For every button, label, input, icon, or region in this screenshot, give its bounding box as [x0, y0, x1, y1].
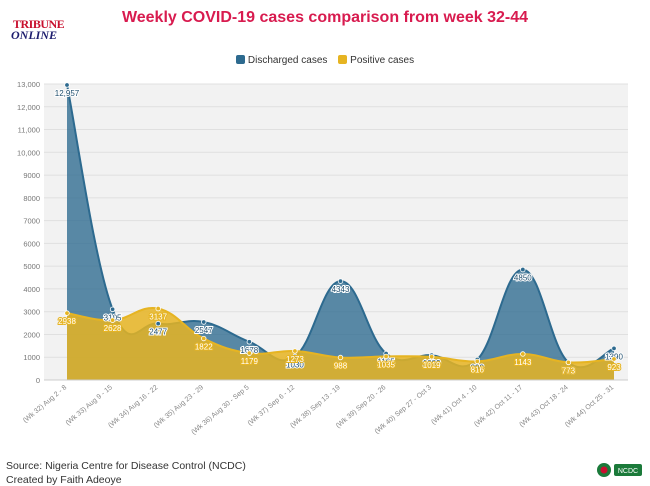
y-tick-label: 7000: [23, 217, 40, 226]
data-label: 1165: [377, 357, 395, 366]
chart-title: Weekly COVID-19 cases comparison from we…: [121, 9, 529, 26]
data-point: [292, 348, 298, 354]
legend-swatch-discharged: [235, 55, 245, 64]
x-tick-label: (Wk 44) Oct 25 - 31: [564, 384, 615, 429]
data-point: [246, 350, 253, 356]
data-label: 3137: [149, 313, 167, 322]
data-label: 1822: [195, 343, 213, 352]
data-label: 773: [562, 366, 576, 375]
data-label: 1179: [241, 357, 259, 366]
data-label: 12,957: [55, 89, 80, 98]
logo-online-text: ONLINE: [11, 28, 58, 42]
data-label: 2938: [58, 317, 76, 326]
data-point: [520, 351, 526, 357]
x-tick-label: (Wk 43) Oct 18 - 24: [518, 384, 569, 429]
y-tick-label: 10,000: [17, 148, 40, 157]
data-label: 773: [562, 366, 576, 375]
x-tick-label: (Wk 34) Aug 16 - 22: [107, 384, 159, 429]
data-point: [109, 306, 116, 313]
y-tick-label: 5000: [23, 262, 40, 271]
data-label: 1678: [240, 346, 258, 355]
data-label: 988: [334, 362, 348, 371]
legend-label-positive: Positive cases: [350, 55, 415, 66]
y-tick-label: 13,000: [17, 80, 40, 89]
legend-swatch-positive: [338, 55, 348, 64]
data-point: [520, 266, 526, 273]
legend-item-positive[interactable]: Positive cases: [338, 55, 414, 66]
data-label: 816: [471, 365, 485, 374]
legend-label-discharged: Discharged cases: [247, 55, 328, 66]
data-point: [611, 356, 617, 362]
data-label: 4850: [514, 274, 532, 283]
ncdc-badge-text: NCDC: [618, 468, 638, 475]
data-label: 1273: [286, 355, 304, 364]
data-point: [428, 354, 435, 360]
x-tick-label: (Wk 35) Aug 23 - 29: [153, 384, 205, 429]
source-note: Source: Nigeria Centre for Disease Contr…: [6, 460, 246, 472]
data-point: [474, 358, 480, 365]
x-tick-label: (Wk 39) Sep 20 - 26: [335, 384, 388, 430]
data-label: 1030: [286, 361, 304, 370]
data-point: [383, 353, 389, 360]
data-point: [565, 359, 572, 366]
data-point: [155, 305, 161, 312]
data-label: 923: [607, 363, 621, 372]
data-label: 4343: [332, 285, 350, 294]
data-label: 898: [471, 364, 485, 373]
y-tick-label: 0: [36, 376, 40, 385]
tribune-online-logo: TRIBUNE ONLINE: [5, 3, 65, 43]
x-tick-label: (Wk 38) Sep 13 - 19: [289, 384, 342, 430]
y-tick-label: 4000: [23, 285, 40, 294]
legend-item-discharged[interactable]: Discharged cases: [235, 55, 328, 66]
y-tick-label: 9000: [23, 171, 40, 180]
data-label: 1035: [377, 360, 395, 369]
y-tick-label: 6000: [23, 239, 40, 248]
chart-legend: Discharged cases Positive cases: [0, 55, 650, 66]
data-point: [64, 82, 70, 88]
y-tick-label: 12,000: [17, 103, 40, 112]
x-tick-label: (Wk 42) Oct 11 - 17: [473, 384, 524, 428]
y-tick-label: 8000: [23, 194, 40, 203]
data-point: [246, 339, 253, 345]
data-point: [155, 320, 161, 327]
x-tick-label: (Wk 33) Aug 9 - 15: [65, 384, 114, 427]
data-point: [337, 354, 344, 361]
data-label: 1143: [514, 358, 532, 367]
logo-tribune-text: TRIBUNE: [13, 17, 65, 31]
data-point: [201, 335, 207, 342]
y-tick-label: 2000: [23, 330, 40, 339]
data-label: 2628: [104, 324, 122, 333]
credit-note: Created by Faith Adeoye: [6, 474, 122, 486]
data-label: 1019: [423, 361, 441, 370]
data-label: 1089: [423, 359, 441, 368]
y-tick-label: 1000: [23, 353, 40, 362]
data-point: [611, 345, 617, 352]
x-tick-label: (Wk 41) Oct 4 - 10: [430, 384, 478, 426]
data-point: [292, 353, 298, 360]
x-tick-label: (Wk 37) Sep 6 - 12: [247, 384, 297, 427]
data-point: [109, 317, 116, 323]
ncdc-logo: NCDC: [597, 463, 642, 477]
data-label: 2477: [149, 328, 167, 337]
data-point: [64, 310, 70, 316]
x-tick-label: (Wk 32) Aug 2 - 8: [22, 384, 68, 424]
data-point: [201, 319, 207, 325]
y-tick-label: 3000: [23, 308, 40, 317]
y-tick-label: 11,000: [18, 126, 40, 135]
data-label: 2547: [195, 326, 213, 335]
data-point: [337, 278, 344, 284]
